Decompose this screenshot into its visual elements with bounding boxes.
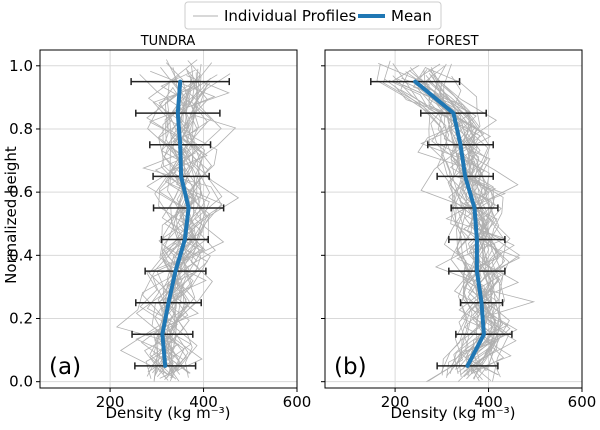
individual-profile xyxy=(382,60,469,370)
individual-profile xyxy=(408,69,490,370)
individual-profile xyxy=(376,64,472,376)
individual-profile xyxy=(119,70,216,377)
x-tick-label: 600 xyxy=(283,393,312,411)
mean-profile-line xyxy=(413,79,486,368)
individual-profile xyxy=(115,85,196,379)
individual-profile xyxy=(164,78,209,378)
y-tick-label: 0.2 xyxy=(9,310,33,328)
panel-tundra: TUNDRA 200 400 600 0.0 0.2 0.4 0.6 0.8 1.0 (a) D… xyxy=(9,34,311,422)
mean-profile-line xyxy=(160,79,191,368)
plot-frame-tundra xyxy=(39,49,298,389)
legend-label-individual: Individual Profiles xyxy=(224,7,356,25)
individual-profile xyxy=(433,63,506,381)
x-tick-label: 200 xyxy=(381,393,410,411)
y-axis-label: Normalized height xyxy=(2,146,20,284)
individual-profile xyxy=(174,73,231,378)
individual-profile xyxy=(392,75,473,373)
x-tick-label: 400 xyxy=(189,393,218,411)
individual-profile xyxy=(164,75,240,373)
y-tick-label: 0.4 xyxy=(9,246,33,264)
x-tick-label: 600 xyxy=(568,393,597,411)
individual-profile xyxy=(403,84,486,374)
x-tick-label: 200 xyxy=(96,393,125,411)
individual-profile xyxy=(159,75,204,378)
individual-profile xyxy=(144,80,198,381)
individual-profile xyxy=(451,75,510,379)
panel-title-tundra: TUNDRA xyxy=(140,34,196,49)
individual-profile xyxy=(425,74,517,382)
x-tick-label: 400 xyxy=(474,393,503,411)
y-tick-label: 0.0 xyxy=(9,373,33,391)
legend: Individual Profiles Mean xyxy=(184,1,442,30)
panel-forest: FOREST 200 400 600 (b) Density (kg m⁻³) xyxy=(321,34,596,422)
individual-profile xyxy=(436,78,515,371)
y-tick-label: 0.6 xyxy=(9,183,33,201)
panel-letter-b: (b) xyxy=(334,354,367,380)
individual-profile xyxy=(426,80,501,372)
y-tick-label: 0.8 xyxy=(9,120,33,138)
legend-frame xyxy=(184,1,442,30)
panel-title-forest: FOREST xyxy=(427,34,478,49)
plot-frame-forest xyxy=(324,49,583,389)
y-tick-label: 1.0 xyxy=(9,57,33,75)
legend-label-mean: Mean xyxy=(391,7,432,25)
panel-letter-a: (a) xyxy=(49,354,81,380)
x-axis-label-tundra: Density (kg m⁻³) xyxy=(105,404,230,422)
individual-profile xyxy=(430,67,509,371)
x-axis-label-forest: Density (kg m⁻³) xyxy=(390,404,515,422)
individual-profile xyxy=(154,78,202,376)
individual-profile xyxy=(146,69,196,373)
